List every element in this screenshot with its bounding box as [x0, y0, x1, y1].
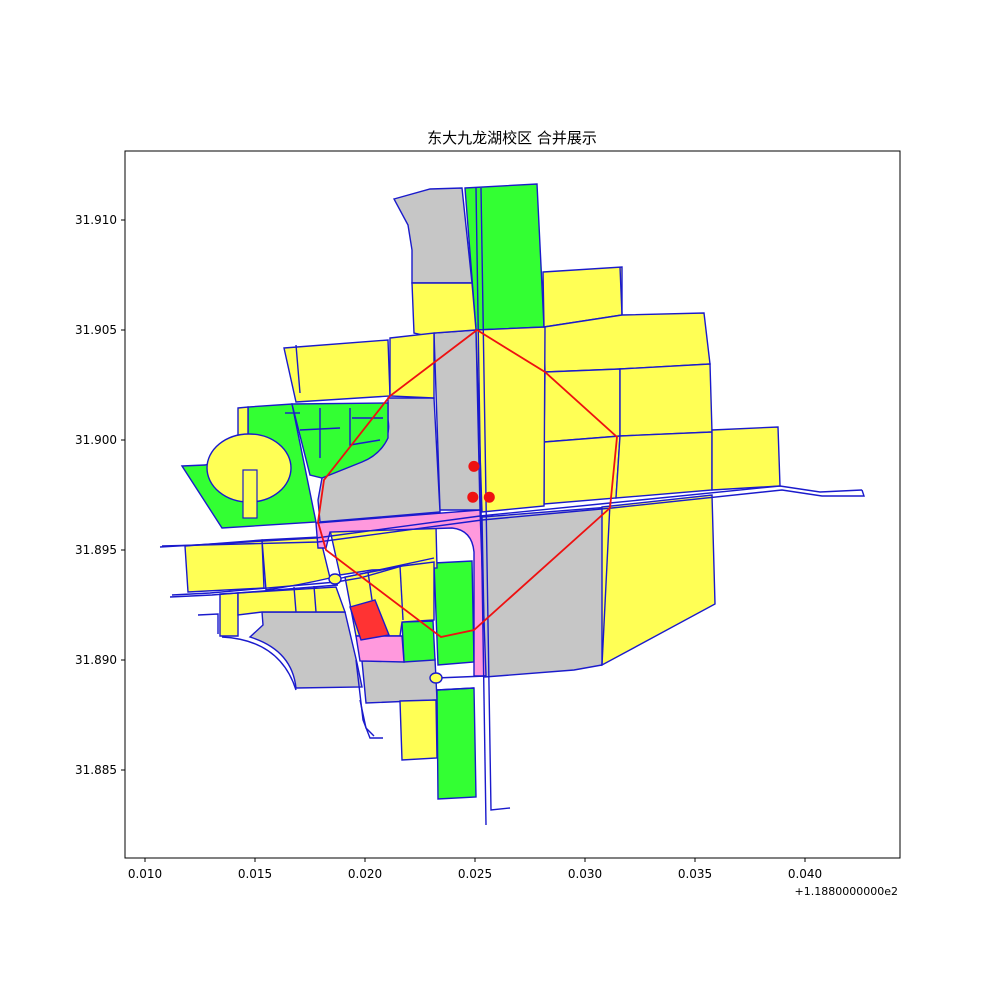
figure-title: 东大九龙湖校区 合并展示 — [427, 129, 597, 147]
yellow-block-w2 — [389, 332, 435, 399]
x-tick-label: 0.040 — [788, 867, 822, 881]
x-tick-label: 0.015 — [238, 867, 272, 881]
grey-blocks — [248, 187, 611, 704]
y-tick-label: 31.890 — [75, 653, 117, 667]
main-road-ew-2 — [161, 489, 865, 547]
poi-marker — [468, 460, 480, 472]
road-s-3 — [367, 571, 373, 601]
road-link-1 — [336, 557, 435, 580]
axes-frame — [124, 150, 901, 859]
road-s-2 — [313, 585, 317, 613]
x-tick-label: 0.020 — [348, 867, 382, 881]
y-axis: 31.910 31.905 31.900 31.895 31.890 31.88… — [75, 213, 125, 777]
grey-block-southwest — [248, 611, 363, 689]
road-sw-curve — [221, 636, 297, 691]
yellow-block-sw1 — [184, 539, 265, 593]
road-s-1 — [293, 586, 297, 613]
track-inner-strip — [242, 469, 258, 519]
map-layers — [159, 183, 865, 826]
road-stub-1 — [197, 613, 219, 634]
yellow-block-s5 — [399, 699, 438, 761]
yellow-block-n5 — [619, 363, 713, 437]
red-highlight-building — [349, 599, 390, 641]
yellow-block-n1 — [411, 282, 477, 338]
x-axis: 0.010 0.015 0.020 0.025 0.030 0.035 0.04… — [128, 858, 898, 898]
road-s-4 — [399, 565, 404, 621]
main-road-ns-2 — [480, 187, 511, 811]
road-south-2 — [359, 699, 375, 737]
road-east-2 — [601, 502, 611, 666]
yellow-block-e2 — [615, 431, 713, 499]
road-east-1 — [619, 266, 623, 316]
yellow-block-e3 — [711, 426, 781, 491]
road-inner-2 — [299, 427, 341, 431]
grey-block-southeast — [481, 506, 611, 678]
poi-marker — [467, 491, 479, 503]
green-field-south-2 — [401, 620, 436, 663]
y-tick-label: 31.895 — [75, 543, 117, 557]
yellow-block-s1 — [219, 592, 239, 637]
x-tick-label: 0.010 — [128, 867, 162, 881]
y-tick-label: 31.900 — [75, 433, 117, 447]
x-tick-label: 0.025 — [458, 867, 492, 881]
poi-layer — [467, 460, 495, 503]
grey-block-north — [392, 187, 473, 284]
road-inner-6 — [295, 344, 301, 394]
x-offset-label: +1.1880000000e2 — [795, 885, 898, 898]
main-road-ns-1 — [475, 187, 487, 826]
boundary-polygon — [317, 328, 618, 638]
yellow-block-e1 — [543, 435, 621, 505]
roundabout-west — [328, 573, 342, 585]
yellow-block-w3 — [237, 406, 249, 439]
x-tick-label: 0.035 — [678, 867, 712, 881]
yellow-block-s2 — [237, 586, 346, 616]
green-field-south-1 — [433, 560, 475, 666]
y-tick-label: 31.905 — [75, 323, 117, 337]
y-tick-label: 31.885 — [75, 763, 117, 777]
green-field-south-3 — [436, 687, 477, 800]
green-park-center — [291, 402, 389, 479]
road-link-2 — [435, 675, 487, 679]
roundabout-south — [429, 672, 443, 684]
x-tick-label: 0.030 — [568, 867, 602, 881]
road-link-3 — [436, 687, 475, 691]
grey-block-south — [361, 658, 438, 704]
road-inner-3 — [349, 408, 381, 446]
yellow-block-s4 — [601, 494, 716, 667]
road-west-2 — [169, 584, 339, 598]
y-tick-label: 31.910 — [75, 213, 117, 227]
poi-marker — [483, 491, 495, 503]
